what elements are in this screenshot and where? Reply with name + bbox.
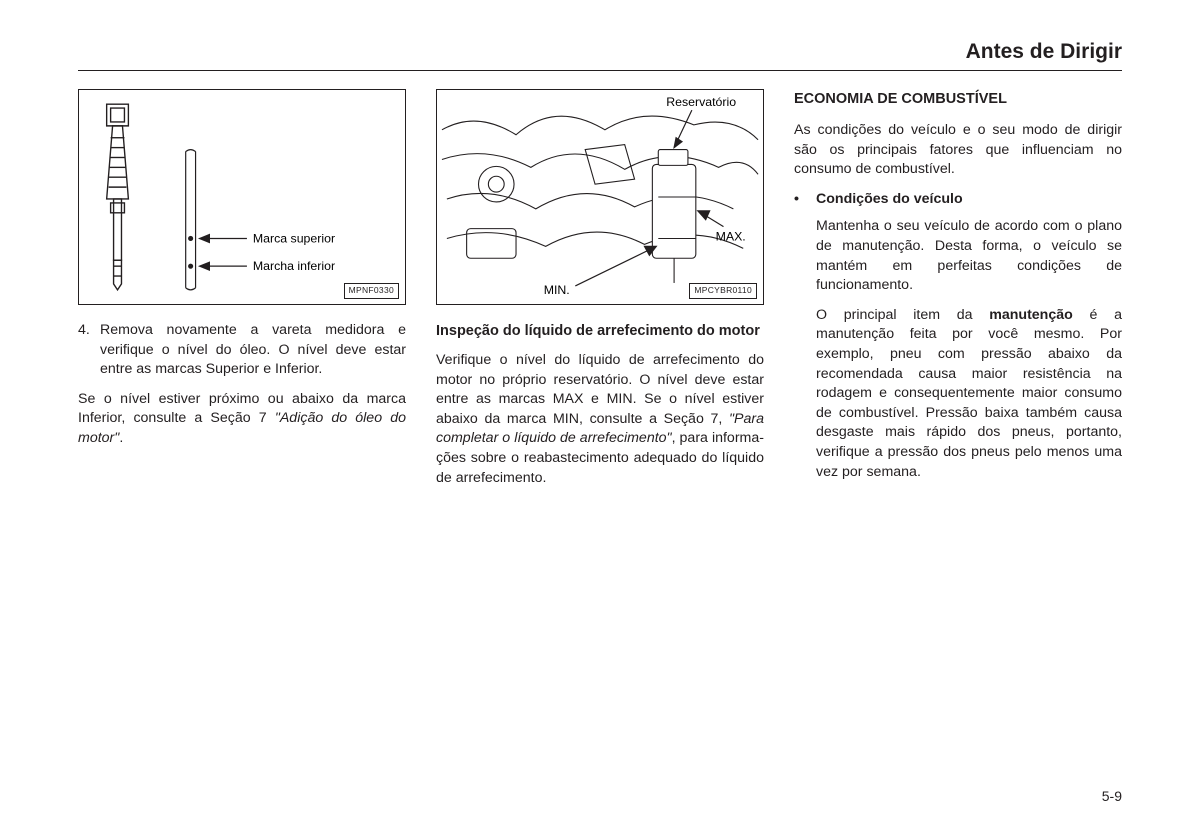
- figure-code: MPNF0330: [344, 283, 399, 299]
- figure-dipstick: Marca superior Marcha inferior MPNF0330: [78, 89, 406, 305]
- label-reservatorio: Reservatório: [666, 95, 736, 109]
- list-item-4: 4. Remova novamente a vareta medidora e …: [78, 321, 406, 380]
- text: é a manutenção feita por você mesmo. Por…: [816, 307, 1122, 480]
- item-text: Remova novamente a vareta medidora e ver…: [100, 321, 406, 380]
- column-1: Marca superior Marcha inferior MPNF0330 …: [78, 89, 406, 498]
- paragraph-maint-2: O principal item da manutenção é a manut…: [816, 306, 1122, 482]
- figure-reservoir: Reservatório MAX. MIN. MPCYBR0110: [436, 89, 764, 305]
- text: O principal item da: [816, 307, 989, 323]
- label-marca-superior: Marca superior: [253, 231, 335, 245]
- figure-code: MPCYBR0110: [689, 283, 757, 299]
- section-heading-fuel: ECONOMIA DE COMBUSTÍVEL: [794, 89, 1122, 109]
- column-3: ECONOMIA DE COMBUSTÍVEL As condições do …: [794, 89, 1122, 498]
- paragraph-intro: As condições do veículo e o seu modo de …: [794, 121, 1122, 180]
- paragraph-maint-1: Mantenha o seu veículo de acordo com o p…: [816, 217, 1122, 295]
- text: Verifique o nível do líquido de arrefeci…: [436, 352, 764, 427]
- label-max: MAX.: [716, 229, 746, 243]
- label-marcha-inferior: Marcha inferior: [253, 259, 335, 273]
- subheading-coolant: Inspeção do líquido de arrefecimento do …: [436, 321, 764, 341]
- page-header: Antes de Dirigir: [78, 40, 1122, 71]
- page: Antes de Dirigir: [0, 0, 1200, 518]
- page-number: 5-9: [1102, 788, 1122, 804]
- bullet-dot: •: [794, 190, 816, 210]
- content-columns: Marca superior Marcha inferior MPNF0330 …: [78, 89, 1122, 498]
- paragraph-coolant: Verifique o nível do líquido de arrefeci…: [436, 351, 764, 488]
- bullet-text: Condições do veículo: [816, 190, 1122, 210]
- text: .: [119, 430, 123, 446]
- item-number: 4.: [78, 321, 100, 380]
- label-min: MIN.: [544, 283, 570, 297]
- text-bold: manutenção: [989, 307, 1073, 323]
- paragraph-oil-ref: Se o nível estiver próximo ou abaixo da …: [78, 390, 406, 449]
- bullet-item: • Condições do veículo: [794, 190, 1122, 210]
- reservoir-illustration: Reservatório MAX. MIN.: [437, 90, 763, 304]
- column-2: Reservatório MAX. MIN. MPCYBR0110 Inspeç…: [436, 89, 764, 498]
- dipstick-illustration: Marca superior Marcha inferior: [79, 90, 405, 304]
- header-title: Antes de Dirigir: [966, 40, 1122, 63]
